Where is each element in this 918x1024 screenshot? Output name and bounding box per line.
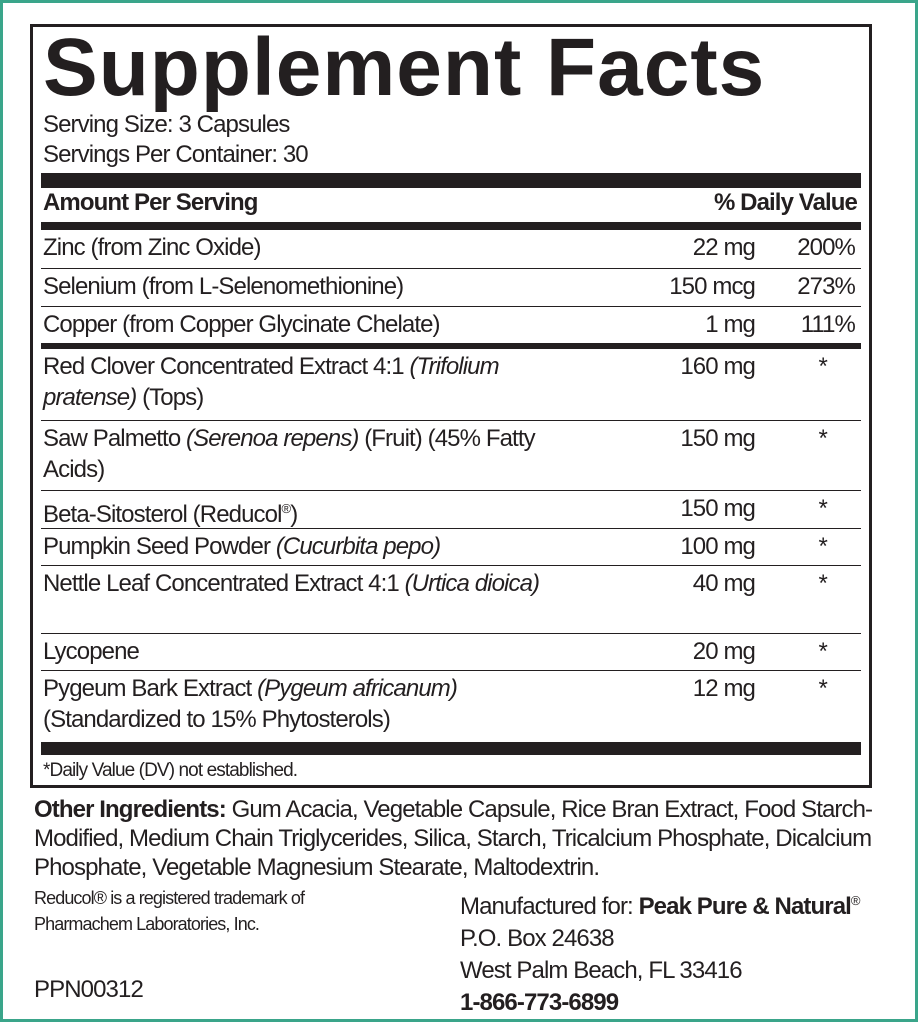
table-row: Red Clover Concentrated Extract 4:1 (Tri… bbox=[41, 350, 861, 421]
nutrient-dv: 200% bbox=[797, 234, 856, 261]
supplement-facts-panel: Supplement Facts Serving Size: 3 Capsule… bbox=[30, 22, 872, 788]
divider-medium bbox=[41, 222, 861, 230]
nutrient-name: Zinc (from Zinc Oxide) bbox=[43, 234, 261, 261]
nutrient-amount: 40 mg bbox=[692, 570, 756, 597]
panel-title: Supplement Facts bbox=[43, 22, 766, 113]
nutrient-amount: 160 mg bbox=[680, 353, 756, 380]
trademark-notice: Reducol® is a registered trademark of Pha… bbox=[34, 888, 305, 934]
table-row: Zinc (from Zinc Oxide) 22 mg 200% bbox=[41, 231, 861, 269]
table-row: Saw Palmetto (Serenoa repens) (Fruit) (4… bbox=[41, 422, 861, 491]
other-ingredients: Other Ingredients: Gum Acacia, Vegetable… bbox=[34, 796, 873, 881]
nutrient-name: Selenium (from L-Selenomethionine) bbox=[43, 273, 404, 300]
nutrient-dv: * bbox=[818, 533, 828, 560]
phone-number: 1-866-773-6899 bbox=[460, 989, 619, 1016]
nutrient-name: Nettle Leaf Concentrated Extract 4:1 (Ur… bbox=[43, 570, 540, 597]
nutrient-amount: 150 mg bbox=[680, 495, 756, 522]
nutrient-name: Beta-Sitosterol (Reducol®) bbox=[43, 501, 298, 528]
nutrient-dv: * bbox=[818, 570, 828, 597]
nutrient-amount: 22 mg bbox=[692, 234, 756, 261]
nutrient-name: Pygeum Bark Extract (Pygeum africanum) (… bbox=[43, 675, 458, 733]
nutrient-amount: 150 mg bbox=[680, 425, 756, 452]
divider-thick bbox=[41, 173, 861, 188]
table-row: Pygeum Bark Extract (Pygeum africanum) (… bbox=[41, 672, 861, 740]
nutrient-name: Pumpkin Seed Powder (Cucurbita pepo) bbox=[43, 533, 441, 560]
nutrient-name: Lycopene bbox=[43, 638, 140, 665]
servings-per-container: Servings Per Container: 30 bbox=[43, 141, 309, 168]
manufacturer-info: Manufactured for: Peak Pure & Natural® P… bbox=[460, 885, 860, 1019]
table-row: Selenium (from L-Selenomethionine) 150 m… bbox=[41, 270, 861, 307]
table-row: Beta-Sitosterol (Reducol®) 150 mg * bbox=[41, 492, 861, 529]
amount-header: Amount Per Serving bbox=[43, 189, 258, 216]
serving-size: Serving Size: 3 Capsules bbox=[43, 111, 290, 138]
table-row: Pumpkin Seed Powder (Cucurbita pepo) 100… bbox=[41, 530, 861, 566]
dv-footnote: *Daily Value (DV) not established. bbox=[43, 760, 298, 781]
table-row: Copper (from Copper Glycinate Chelate) 1… bbox=[41, 308, 861, 349]
nutrient-amount: 1 mg bbox=[705, 311, 756, 338]
nutrient-amount: 100 mg bbox=[680, 533, 756, 560]
nutrient-dv: * bbox=[818, 675, 828, 702]
product-code: PPN00312 bbox=[34, 976, 144, 1003]
nutrient-name: Saw Palmetto (Serenoa repens) (Fruit) (4… bbox=[43, 425, 536, 483]
nutrient-name: Copper (from Copper Glycinate Chelate) bbox=[43, 311, 441, 338]
table-header: Amount Per Serving % Daily Value bbox=[43, 189, 858, 217]
nutrient-dv: 273% bbox=[797, 273, 856, 300]
nutrient-name: Red Clover Concentrated Extract 4:1 (Tri… bbox=[43, 353, 500, 411]
divider-thick bbox=[41, 742, 861, 755]
dv-header: % Daily Value bbox=[713, 189, 858, 216]
nutrient-amount: 20 mg bbox=[692, 638, 756, 665]
table-row: Lycopene 20 mg * bbox=[41, 635, 861, 671]
nutrient-dv: * bbox=[818, 638, 828, 665]
nutrient-amount: 12 mg bbox=[692, 675, 756, 702]
nutrient-dv: * bbox=[818, 495, 828, 522]
nutrient-dv: * bbox=[818, 425, 828, 452]
nutrient-dv: * bbox=[818, 353, 828, 380]
table-row: Nettle Leaf Concentrated Extract 4:1 (Ur… bbox=[41, 567, 861, 634]
nutrient-amount: 150 mcg bbox=[669, 273, 756, 300]
nutrient-dv: 111% bbox=[800, 311, 856, 338]
